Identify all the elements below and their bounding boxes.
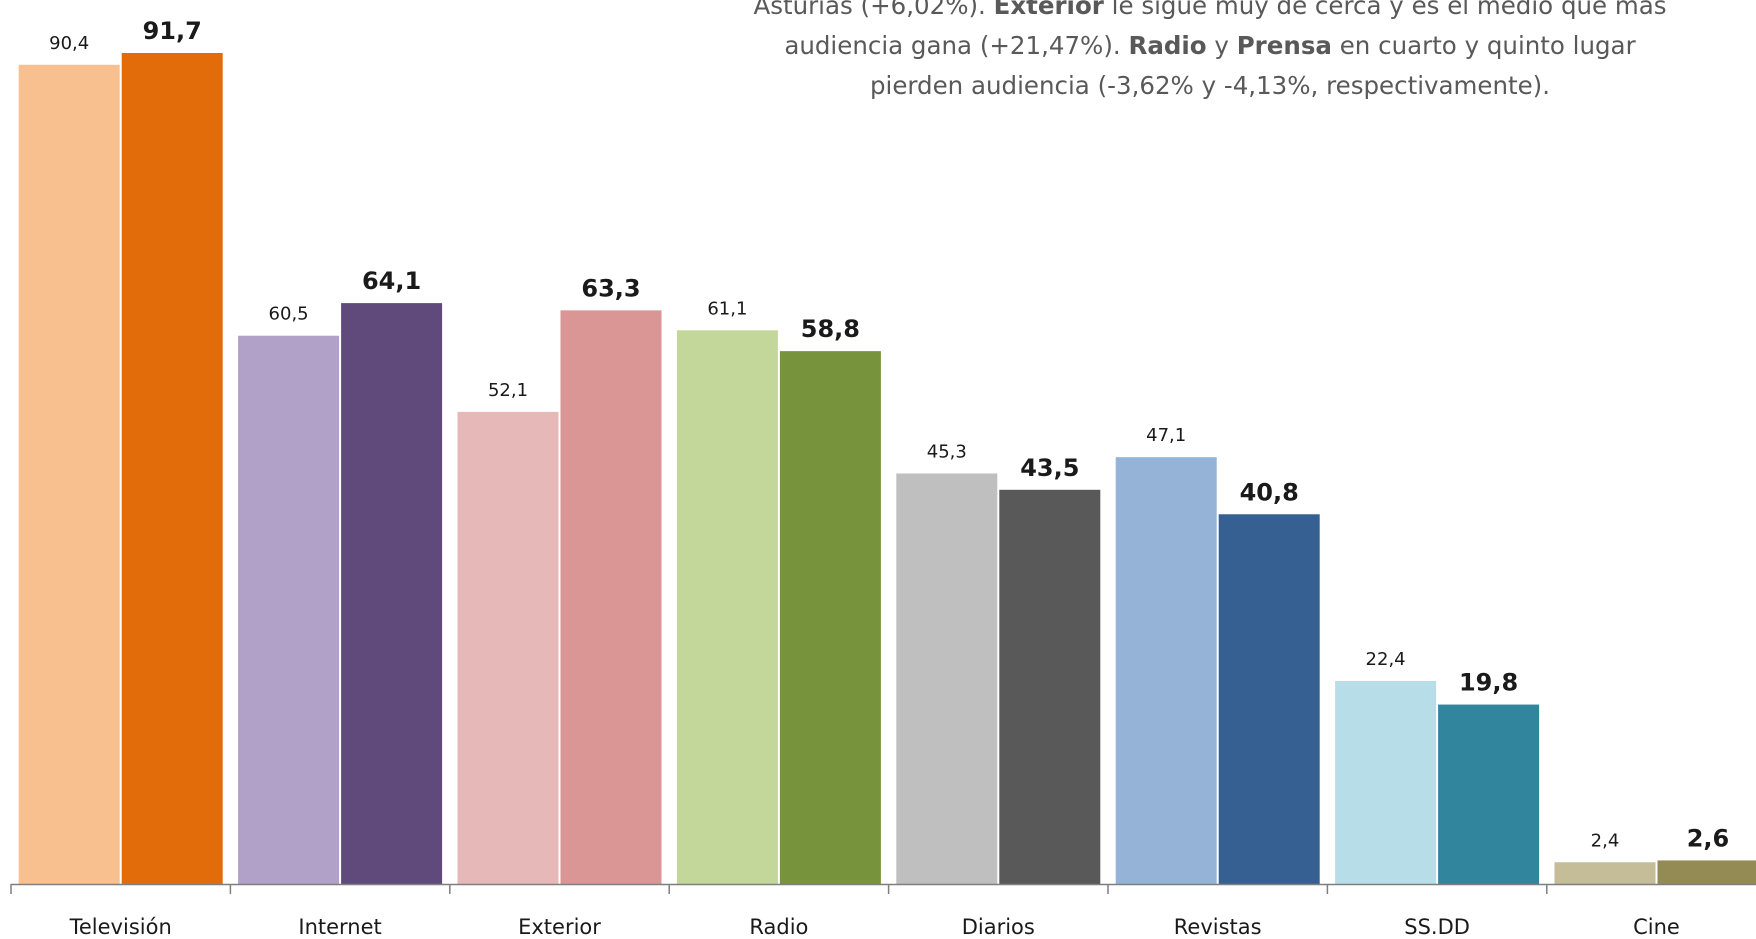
data-label: 63,3 [581,274,640,302]
data-label: 2,6 [1687,824,1730,852]
data-label: 52,1 [488,380,528,401]
annotation-run: pierden audiencia (-3,62% y -4,13%, resp… [869,71,1551,100]
data-label: 2,4 [1591,830,1620,851]
annotation-line-1: Asturias (+6,02%). Exterior le sigue muy… [640,0,1756,26]
data-label: 22,4 [1366,649,1406,670]
annotation-run: audiencia gana (+21,47%). [784,31,1129,60]
bar-diarios-s2 [999,489,1101,884]
chart-annotation: Asturias (+6,02%). Exterior le sigue muy… [640,0,1756,106]
bar-cine-s1 [1554,862,1656,884]
category-label: Revistas [1174,915,1262,939]
data-label: 91,7 [143,17,202,45]
category-label: Diarios [962,915,1035,939]
bar-radio-s2 [779,351,881,885]
annotation-run: y [1206,31,1237,60]
data-label: 90,4 [49,33,89,54]
category-label: Cine [1633,915,1680,939]
bar-exterior-s2 [560,310,662,884]
bar-revistas-s1 [1115,457,1217,884]
category-label: Exterior [518,915,601,939]
category-label: Televisión [69,915,172,939]
data-label: 43,5 [1020,454,1079,482]
annotation-run: en cuarto y quinto lugar [1331,31,1636,60]
data-label: 60,5 [269,304,309,325]
annotation-run: Prensa [1236,31,1332,60]
category-label: Internet [298,915,381,939]
annotation-line-3: pierden audiencia (-3,62% y -4,13%, resp… [640,66,1756,106]
data-label: 45,3 [927,441,967,462]
data-label: 47,1 [1146,425,1186,446]
bar-revistas-s2 [1218,514,1320,884]
annotation-line-2: audiencia gana (+21,47%). Radio y Prensa… [640,26,1756,66]
bar-diarios-s1 [896,473,998,884]
annotation-run: le sigue muy de cerca y es el medio que … [1103,0,1667,20]
annotation-run: Exterior [993,0,1104,20]
data-label: 40,8 [1240,478,1299,506]
bar-ss-dd-s1 [1335,681,1437,884]
bar-internet-s1 [238,335,340,884]
bar-radio-s1 [676,330,778,884]
bar-exterior-s1 [457,411,559,884]
annotation-run: Radio [1128,31,1207,60]
data-label: 61,1 [707,298,747,319]
bar-cine-s2 [1657,860,1756,884]
category-label: Radio [749,915,808,939]
bar-televisi-n-s2 [121,53,223,884]
annotation-run: Asturias (+6,02%). [753,0,994,20]
category-label: SS.DD [1404,915,1470,939]
bar-internet-s2 [341,303,443,884]
data-label: 64,1 [362,267,421,295]
bar-ss-dd-s2 [1438,704,1540,884]
data-label: 19,8 [1459,669,1518,697]
bar-televisi-n-s1 [18,64,120,884]
data-label: 58,8 [801,315,860,343]
